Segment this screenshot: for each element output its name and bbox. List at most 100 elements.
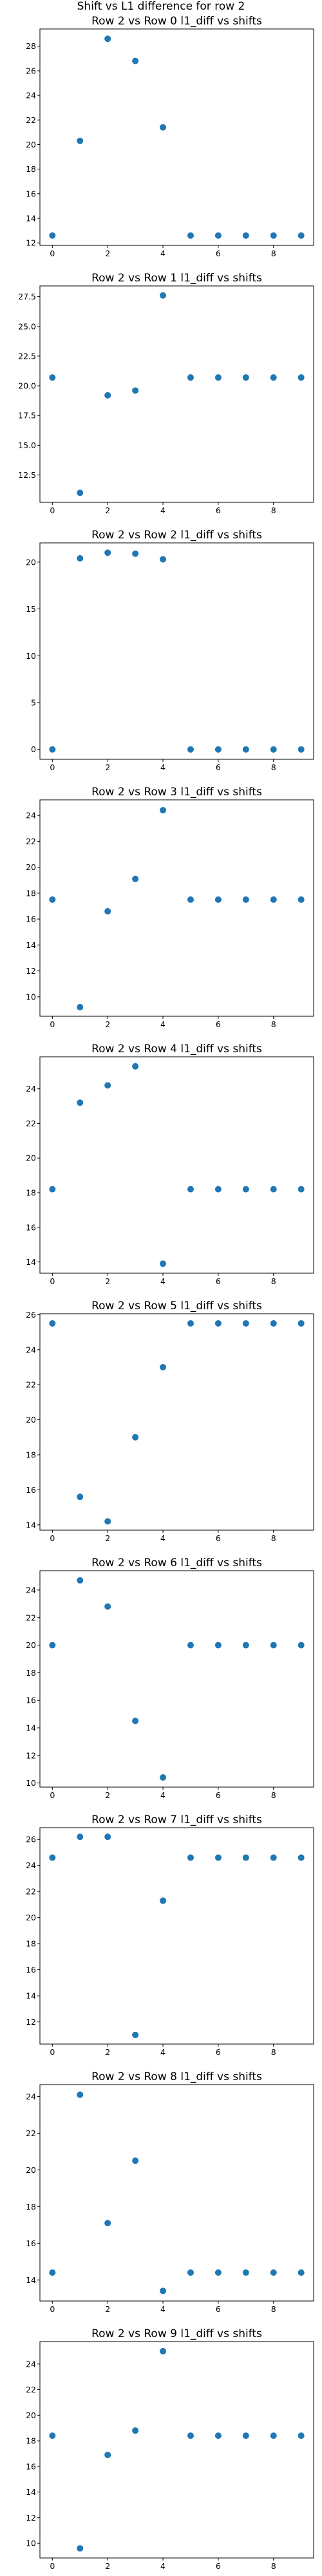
data-point	[49, 374, 55, 381]
y-tick-label: 16	[26, 1965, 36, 1975]
subplot-title: Row 2 vs Row 6 l1_diff vs shifts	[91, 1557, 262, 1569]
data-point	[243, 232, 249, 239]
data-point	[104, 2452, 111, 2458]
x-tick-label: 0	[50, 249, 55, 258]
data-point	[77, 138, 83, 144]
x-tick-label: 4	[160, 2561, 166, 2571]
data-point	[243, 896, 249, 903]
x-tick-label: 0	[50, 1533, 55, 1543]
subplot-title: Row 2 vs Row 4 l1_diff vs shifts	[91, 1043, 262, 1056]
y-tick-label: 24	[26, 1345, 36, 1354]
x-tick-label: 0	[50, 1790, 55, 1800]
data-point	[298, 1320, 305, 1327]
x-tick-label: 0	[50, 2561, 55, 2571]
y-tick-label: 15.0	[18, 440, 36, 450]
data-point	[49, 1186, 55, 1193]
y-tick-label: 20	[26, 557, 36, 567]
data-point	[270, 1642, 277, 1649]
x-tick-label: 2	[105, 762, 110, 772]
y-tick-label: 24	[26, 811, 36, 820]
x-tick-label: 6	[216, 2047, 221, 2057]
subplot-2: Row 2 vs Row 2 l1_diff vs shifts 0 2 4 6 8 0 5 1…	[26, 529, 314, 772]
y-tick-label: 22	[26, 2128, 36, 2138]
data-point	[104, 1604, 111, 1610]
y-tick-label: 16	[26, 1485, 36, 1495]
y-tick-label: 18	[26, 164, 36, 174]
data-point	[187, 232, 194, 239]
x-tick-label: 8	[271, 1790, 276, 1800]
x-tick-label: 4	[160, 1790, 166, 1800]
x-tick-label: 4	[160, 1533, 166, 1543]
x-tick-label: 6	[216, 249, 221, 258]
x-tick-label: 6	[216, 506, 221, 515]
data-point	[187, 1320, 194, 1327]
data-point	[104, 549, 111, 556]
data-point	[77, 1833, 83, 1840]
x-tick-label: 8	[271, 2304, 276, 2314]
data-point	[270, 374, 277, 381]
data-point	[243, 1855, 249, 1861]
data-point	[187, 374, 194, 381]
data-point	[160, 2348, 166, 2354]
data-point	[298, 1642, 305, 1649]
data-point	[187, 896, 194, 903]
data-point	[49, 1642, 55, 1649]
data-point	[160, 807, 166, 813]
y-tick-label: 24	[26, 91, 36, 100]
x-tick-label: 0	[50, 762, 55, 772]
data-point	[132, 551, 138, 557]
data-point	[160, 2287, 166, 2294]
data-point	[104, 1518, 111, 1524]
data-point	[215, 2432, 222, 2439]
plot-frame	[40, 1057, 314, 1273]
y-tick-label: 15	[26, 604, 36, 614]
x-tick-label: 2	[105, 1019, 110, 1029]
x-tick-label: 2	[105, 249, 110, 258]
data-point	[132, 58, 138, 64]
data-point	[298, 374, 305, 381]
y-tick-label: 20	[26, 140, 36, 149]
data-point	[270, 1320, 277, 1327]
data-point	[187, 746, 194, 753]
subplot-title: Row 2 vs Row 9 l1_diff vs shifts	[91, 2327, 262, 2340]
y-tick-label: 12	[26, 2017, 36, 2027]
y-tick-label: 26	[26, 1835, 36, 1844]
y-tick-label: 10	[26, 1778, 36, 1788]
x-tick-label: 2	[105, 2047, 110, 2057]
y-tick-label: 24	[26, 1861, 36, 1870]
x-tick-label: 2	[105, 1533, 110, 1543]
y-tick-label: 18	[26, 1939, 36, 1949]
plot-frame	[40, 286, 314, 502]
data-point	[104, 1082, 111, 1088]
data-point	[215, 1320, 222, 1327]
y-tick-label: 16	[26, 2461, 36, 2471]
y-tick-label: 14	[26, 1257, 36, 1267]
data-point	[160, 1260, 166, 1267]
data-point	[132, 1063, 138, 1070]
y-tick-label: 16	[26, 1222, 36, 1232]
y-tick-label: 14	[26, 214, 36, 223]
y-tick-label: 12	[26, 238, 36, 248]
y-tick-label: 14	[26, 1723, 36, 1732]
y-tick-label: 20	[26, 1913, 36, 1922]
x-tick-label: 2	[105, 506, 110, 515]
x-tick-label: 2	[105, 2304, 110, 2314]
y-tick-label: 14	[26, 2487, 36, 2497]
data-point	[298, 2432, 305, 2439]
data-point	[187, 2432, 194, 2439]
data-point	[215, 374, 222, 381]
y-tick-label: 24	[26, 2359, 36, 2369]
data-point	[77, 1577, 83, 1584]
data-point	[270, 746, 277, 753]
x-tick-label: 2	[105, 1276, 110, 1286]
y-tick-label: 18	[26, 1450, 36, 1460]
data-point	[49, 746, 55, 753]
x-tick-label: 0	[50, 506, 55, 515]
x-tick-label: 0	[50, 2047, 55, 2057]
data-point	[298, 2269, 305, 2276]
y-tick-label: 22	[26, 1887, 36, 1897]
